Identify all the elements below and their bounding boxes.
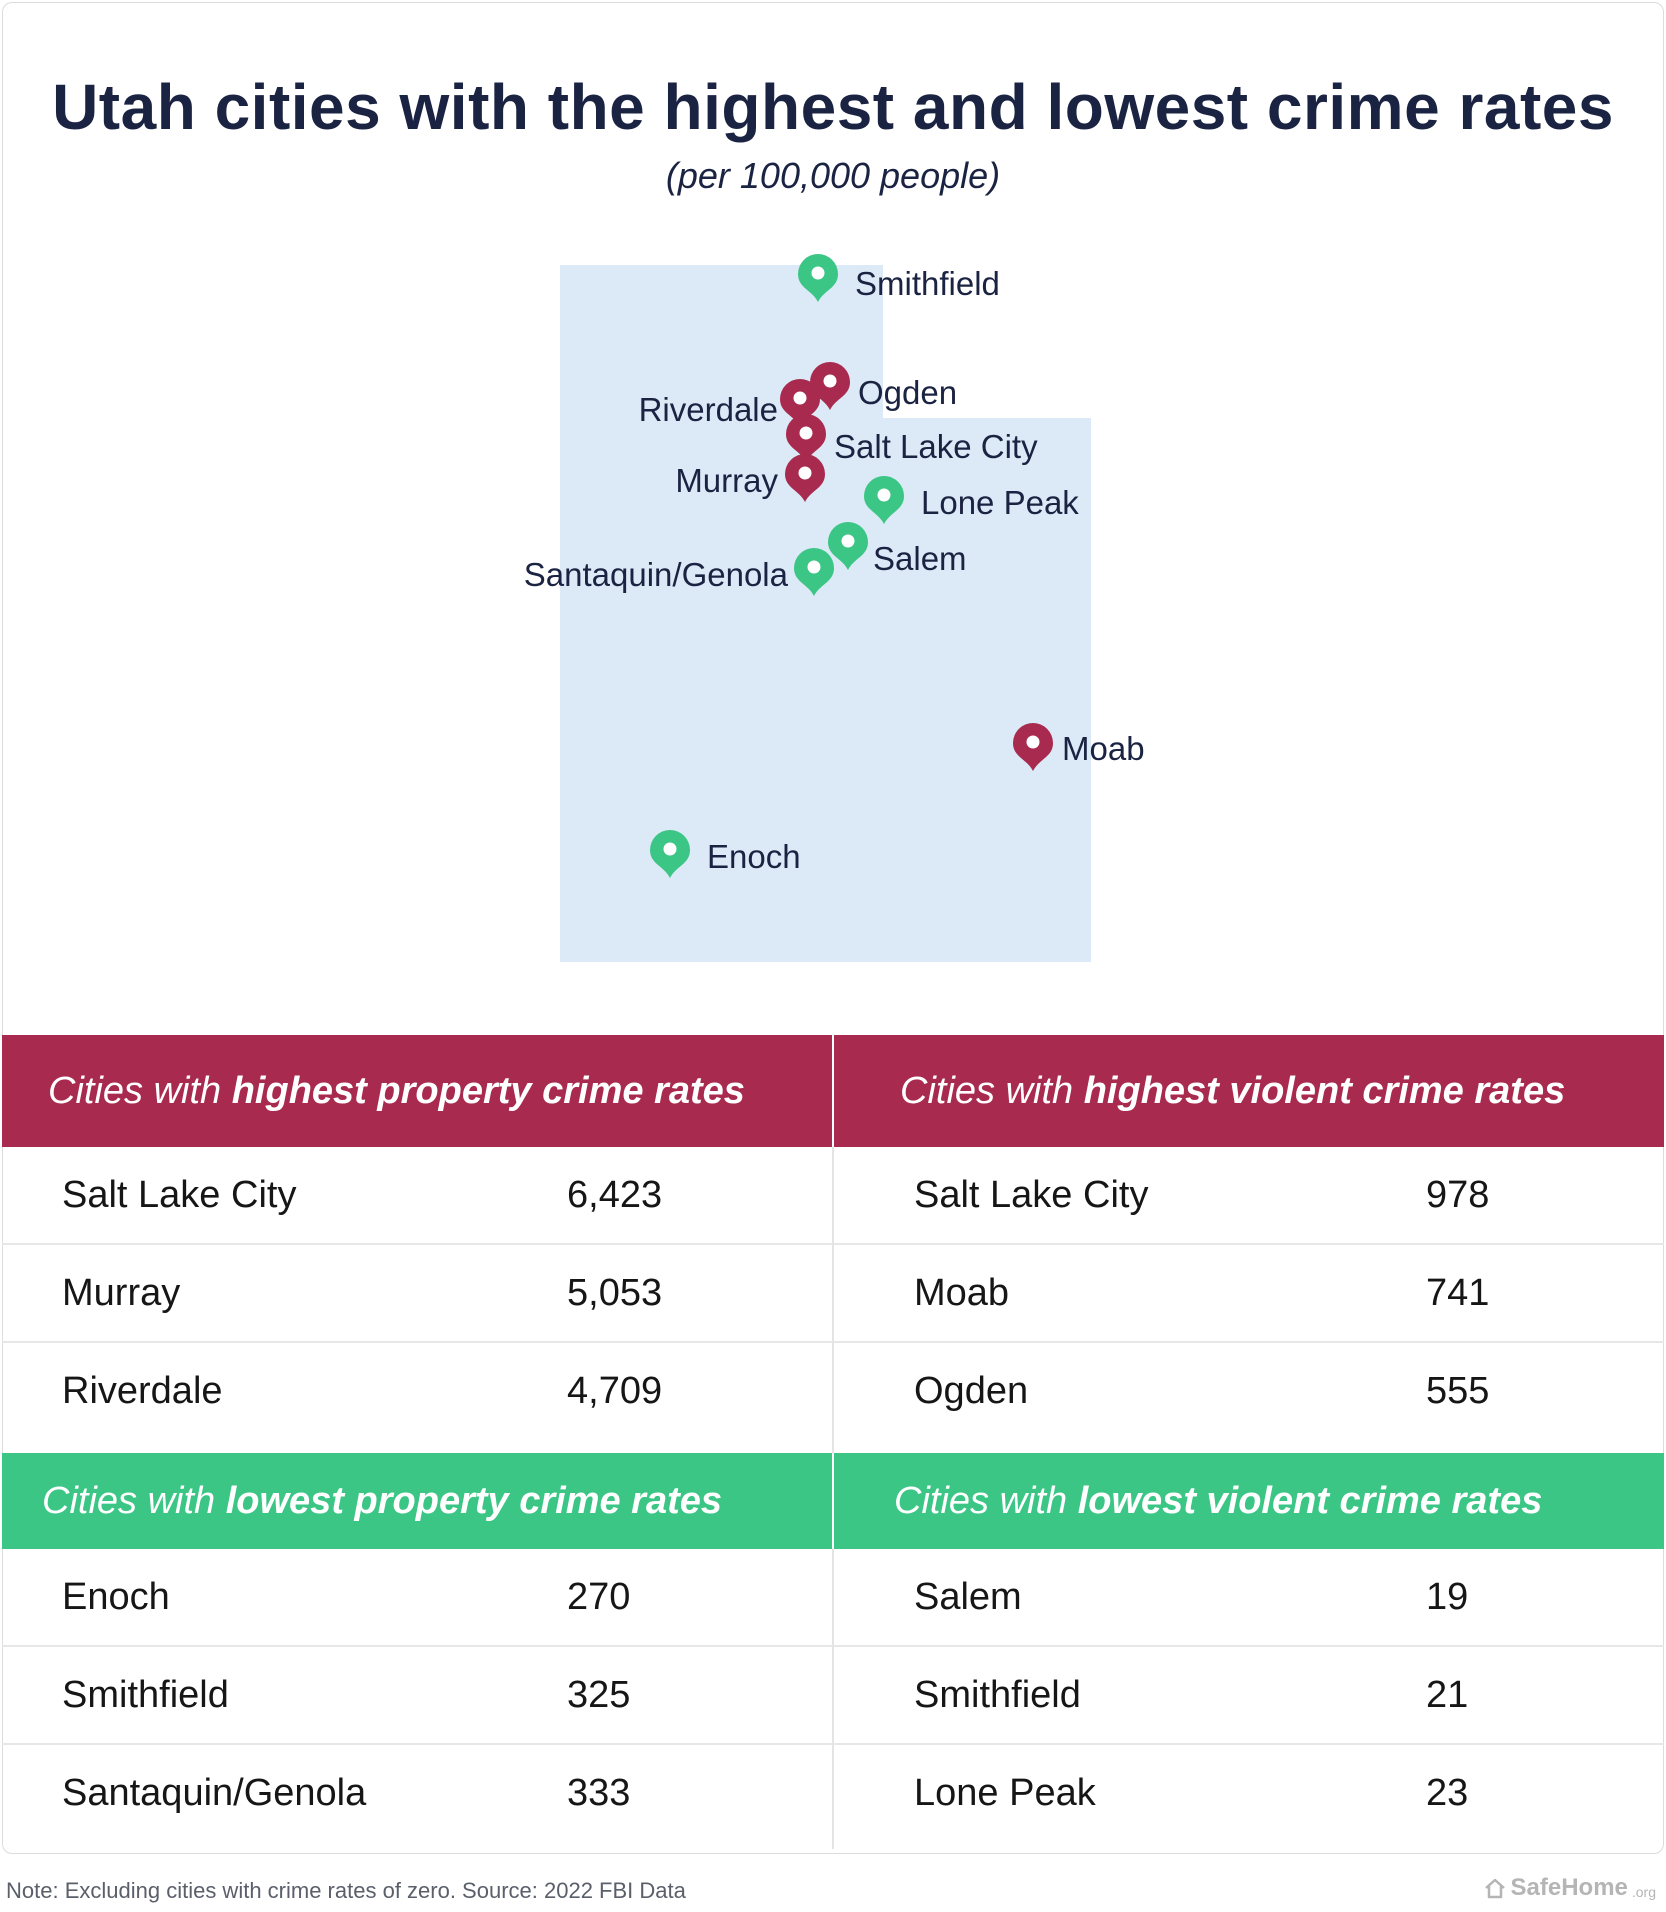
table-highest-violent: Salt Lake City 978 Moab 741 Ogden 555 <box>834 1147 1664 1453</box>
header-emphasis: highest property crime rates <box>231 1069 745 1112</box>
map-marker-label: Lone Peak <box>921 484 1079 521</box>
city-name: Salt Lake City <box>62 1174 297 1216</box>
map-marker-label: Smithfield <box>855 265 1000 302</box>
city-name: Salt Lake City <box>914 1174 1149 1216</box>
city-name: Enoch <box>62 1576 170 1618</box>
header-highest-property: Cities with highest property crime rates <box>2 1035 832 1147</box>
brand-name: SafeHome <box>1510 1874 1628 1901</box>
crime-rate-value: 333 <box>567 1772 631 1814</box>
utah-state-shape <box>560 265 1091 962</box>
map-marker: Salem <box>828 522 967 577</box>
header-prefix: Cities with <box>894 1479 1068 1522</box>
map-marker: Enoch <box>650 830 801 878</box>
map-marker: Smithfield <box>798 254 1000 302</box>
map-pin-dot <box>1026 735 1040 749</box>
brand-logo: SafeHome .org <box>1483 1874 1656 1902</box>
map-marker: Lone Peak <box>864 476 1079 524</box>
table-row: Salt Lake City 978 <box>834 1147 1664 1245</box>
crime-rate-value: 978 <box>1426 1174 1490 1216</box>
column-divider <box>832 1549 834 1849</box>
crime-rate-value: 19 <box>1426 1576 1469 1618</box>
house-icon <box>1484 1878 1505 1899</box>
crime-rate-value: 741 <box>1426 1272 1490 1314</box>
table-row: Moab 741 <box>834 1245 1664 1343</box>
table-row: Murray 5,053 <box>2 1245 832 1343</box>
table-highest-property: Salt Lake City 6,423 Murray 5,053 Riverd… <box>2 1147 832 1453</box>
crime-rate-value: 6,423 <box>567 1174 663 1216</box>
crime-rate-value: 23 <box>1426 1772 1469 1814</box>
crime-rate-value: 270 <box>567 1576 631 1618</box>
city-name: Salem <box>914 1576 1022 1618</box>
city-name: Riverdale <box>62 1370 223 1412</box>
table-row: Smithfield 21 <box>834 1647 1664 1745</box>
city-name: Murray <box>62 1272 181 1314</box>
header-emphasis: highest violent crime rates <box>1083 1069 1566 1112</box>
table-row: Salem 19 <box>834 1549 1664 1647</box>
crime-rate-value: 4,709 <box>567 1370 663 1412</box>
map-pin-dot <box>793 391 807 405</box>
table-row: Enoch 270 <box>2 1549 832 1647</box>
map-marker-label: Moab <box>1062 730 1145 767</box>
header-lowest-violent: Cities with lowest violent crime rates <box>834 1453 1664 1549</box>
table-row: Lone Peak 23 <box>834 1745 1664 1841</box>
city-name: Ogden <box>914 1370 1029 1412</box>
map-marker-label: Santaquin/Genola <box>524 556 789 593</box>
header-prefix: Cities with <box>900 1069 1074 1112</box>
map-marker: Moab <box>1013 723 1145 771</box>
city-name: Smithfield <box>914 1674 1081 1716</box>
map-pin-dot <box>811 266 825 280</box>
map-pin-dot <box>841 534 855 548</box>
map-pin-dot <box>877 488 891 502</box>
map-pin-dot <box>798 466 812 480</box>
map-marker-label: Ogden <box>858 374 957 411</box>
map-marker: Murray <box>675 454 825 502</box>
table-lowest-property: Enoch 270 Smithfield 325 Santaquin/Genol… <box>2 1549 832 1849</box>
table-row: Ogden 555 <box>834 1343 1664 1439</box>
map-marker: Santaquin/Genola <box>524 548 834 596</box>
utah-map: Smithfield Ogden Riverdale Salt Lake City Mu… <box>524 254 1145 962</box>
city-name: Smithfield <box>62 1674 229 1716</box>
table-row: Santaquin/Genola 333 <box>2 1745 832 1841</box>
city-name: Moab <box>914 1272 1010 1314</box>
map-marker-label: Murray <box>675 462 778 499</box>
header-prefix: Cities with <box>48 1069 222 1112</box>
header-emphasis: lowest violent crime rates <box>1077 1479 1543 1522</box>
page-subtitle: (per 100,000 people) <box>665 155 1001 196</box>
crime-rate-value: 555 <box>1426 1370 1490 1412</box>
map-marker: Ogden <box>810 362 957 411</box>
map-marker-label: Salem <box>873 540 967 577</box>
crime-rate-value: 5,053 <box>567 1272 663 1314</box>
crime-rate-value: 21 <box>1426 1674 1469 1716</box>
page-title: Utah cities with the highest and lowest … <box>52 71 1614 143</box>
map-marker-label: Enoch <box>707 838 801 875</box>
map-marker: Salt Lake City <box>786 414 1038 465</box>
city-name: Lone Peak <box>914 1772 1096 1814</box>
table-lowest-violent: Salem 19 Smithfield 21 Lone Peak 23 <box>834 1549 1664 1849</box>
header-prefix: Cities with <box>42 1479 216 1522</box>
table-row: Riverdale 4,709 <box>2 1343 832 1439</box>
map-pin-dot <box>663 842 677 856</box>
city-name: Santaquin/Genola <box>62 1772 367 1814</box>
crime-rate-value: 325 <box>567 1674 631 1716</box>
header-lowest-property: Cities with lowest property crime rates <box>2 1453 832 1549</box>
map-marker-label: Salt Lake City <box>834 428 1038 465</box>
map-pin-dot <box>807 560 821 574</box>
header-emphasis: lowest property crime rates <box>225 1479 723 1522</box>
map-marker-label: Riverdale <box>639 391 778 428</box>
footnote: Note: Excluding cities with crime rates … <box>6 1878 686 1903</box>
brand-suffix: .org <box>1631 1884 1656 1900</box>
header-highest-violent: Cities with highest violent crime rates <box>834 1035 1664 1147</box>
map-pin-dot <box>823 374 837 388</box>
column-divider <box>832 1147 834 1453</box>
table-row: Salt Lake City 6,423 <box>2 1147 832 1245</box>
map-pin-dot <box>799 426 813 440</box>
table-row: Smithfield 325 <box>2 1647 832 1745</box>
